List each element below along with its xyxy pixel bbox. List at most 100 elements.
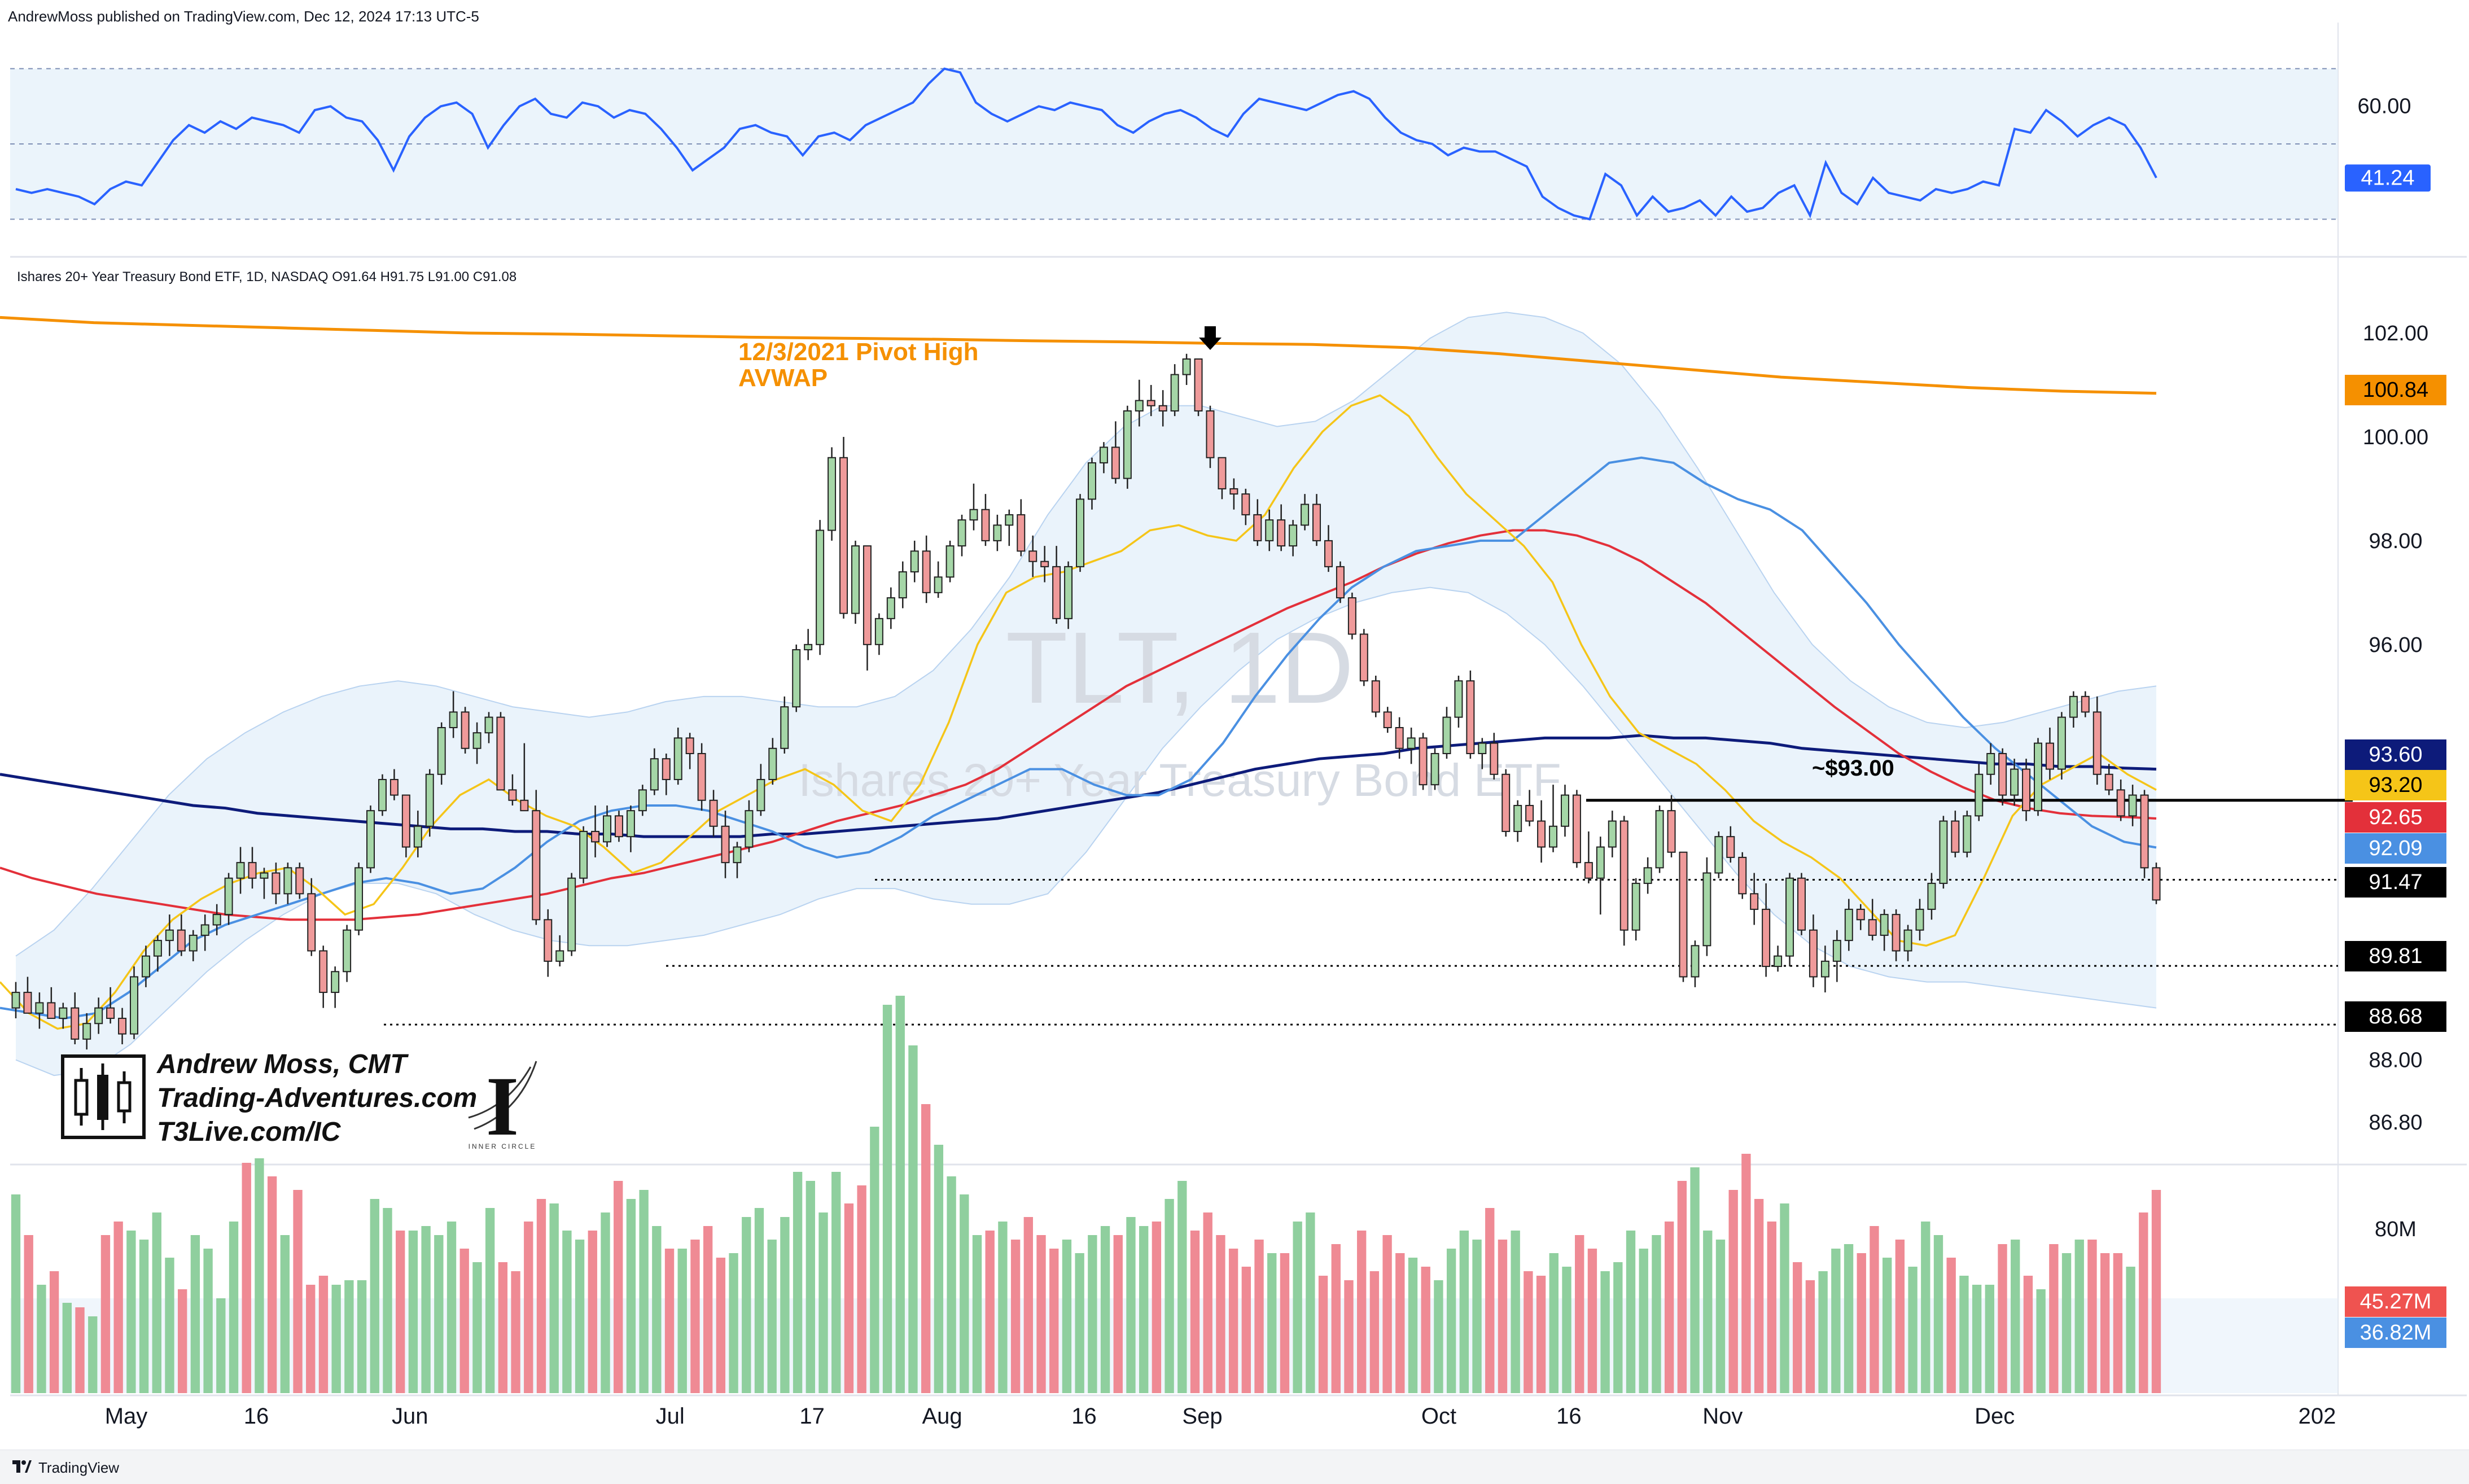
candle [260,868,269,899]
volume-bar [767,1240,777,1393]
volume-bar [1331,1244,1341,1393]
pivot-arrow-icon [1198,326,1222,350]
volume-bar [524,1222,533,1393]
candle-body [389,778,399,796]
candle [1301,494,1310,531]
candle [1087,457,1096,510]
candle-body [1454,680,1463,718]
volume-bar [178,1289,187,1393]
candle-body [874,618,883,645]
candle-body [721,825,730,864]
volume-bar [434,1235,444,1393]
candle [472,722,481,764]
volume-bar [1318,1276,1328,1393]
candle-body [1549,825,1558,848]
candle [638,785,647,816]
x-tick-label: Jun [392,1404,428,1429]
price-panel: TLT, 1D Ishares 20+ Year Treasury Bond ET… [0,269,2353,1076]
candle-body [1785,877,1794,957]
volume-bar [1870,1226,1879,1393]
volume-bar [960,1194,969,1393]
candle-body [662,758,671,780]
candle [1253,499,1262,546]
candle [401,794,410,857]
candle-body [1347,597,1356,635]
volume-bar [831,1172,841,1393]
candle [354,863,364,935]
candle [626,805,635,852]
volume-bar [664,1249,675,1393]
candle-body [910,550,919,573]
candle-body [283,867,292,895]
volume-bar [601,1212,610,1393]
candle [910,540,919,583]
candle-body [1442,716,1451,754]
volume-bar [742,1217,751,1393]
volume-bar [1190,1231,1200,1393]
volume-bar [293,1190,303,1393]
candle [118,1008,127,1045]
avwap-line [0,316,2157,395]
footer-brand: TradingView [38,1459,120,1476]
candle [1667,795,1676,857]
volume-bar [2049,1244,2059,1393]
candle [1123,405,1132,489]
rsi-panel [10,67,2338,221]
volume-bar [844,1203,854,1393]
candle-body [1998,752,2007,796]
volume-bar [652,1226,662,1393]
candle-body [1572,794,1581,864]
volume-bar [1933,1235,1943,1393]
candle [236,847,245,894]
volume-bar [357,1280,367,1393]
candle [579,826,588,883]
candle-body [496,716,505,791]
candle [1194,358,1203,417]
volume-bar [1562,1267,1571,1393]
candle [1998,748,2007,806]
volume-bar [1498,1240,1508,1393]
price-tag-label: 93.60 [2369,743,2422,767]
candle-body [1265,519,1274,541]
candle [165,914,174,956]
x-tick-label: Nov [1702,1404,1743,1429]
volume-bar [511,1271,520,1393]
candle-body [461,711,470,749]
volume-bar [2100,1253,2110,1393]
volume-bar [729,1253,738,1393]
candle [177,914,186,956]
candle [1584,831,1593,883]
volume-tag [2345,1317,2446,1348]
candle-body [768,747,777,780]
candle [449,691,458,738]
volume-bar [2061,1253,2072,1393]
candle [1643,857,1652,894]
candle-body [1253,514,1262,541]
candle-body [1868,919,1877,936]
candle [1395,717,1404,759]
candle [1158,390,1167,427]
volume-bar [75,1307,85,1393]
candle [1111,421,1120,484]
candle-body [82,1023,91,1040]
volume-bar [421,1226,431,1393]
signature-line-1: Andrew Moss, CMT [157,1049,407,1079]
price-tag [2345,1001,2446,1032]
candle-body [2152,867,2161,901]
bollinger-upper [15,312,2157,957]
rsi-band [10,68,2338,220]
volume-bar [895,996,905,1393]
candle-body [957,519,966,547]
volume-bar [255,1158,264,1393]
candle-body [745,810,754,848]
candle-body [1490,742,1499,775]
candle [224,873,233,925]
volume-bar [754,1208,764,1393]
volume-y-tick: 80M [2375,1218,2417,1241]
volume-bar [216,1298,226,1393]
candle-body [472,732,481,749]
candle [1277,504,1286,551]
candle-body [413,825,422,848]
candle-body [1774,955,1783,968]
price-tag [2345,833,2446,864]
